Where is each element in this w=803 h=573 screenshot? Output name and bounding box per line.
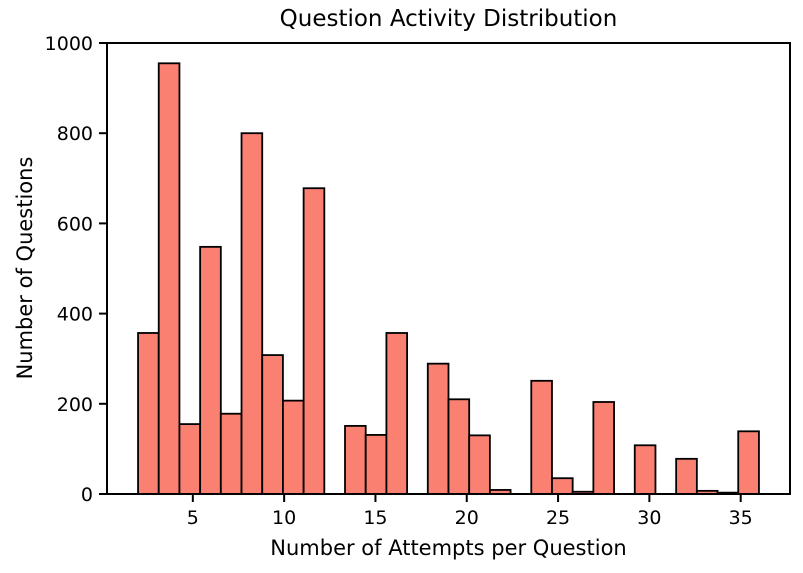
histogram-bar xyxy=(199,245,222,495)
y-tick-label: 800 xyxy=(57,123,93,145)
x-tick-label: 15 xyxy=(363,507,387,529)
histogram-bar xyxy=(282,399,305,495)
x-tick-label: 10 xyxy=(272,507,296,529)
histogram-bar xyxy=(426,362,450,495)
histogram-bar xyxy=(675,457,698,495)
histogram-bar xyxy=(447,398,471,495)
histogram-bar xyxy=(219,412,243,495)
x-tick-label: 30 xyxy=(637,507,661,529)
histogram-bar xyxy=(530,379,553,495)
y-tick-label: 1000 xyxy=(45,33,93,55)
histogram-bar xyxy=(137,332,160,495)
y-tick-label: 600 xyxy=(57,213,93,235)
plot-spines xyxy=(106,42,791,495)
histogram-bar xyxy=(178,423,202,495)
histogram-bar xyxy=(302,187,326,495)
y-tick-label: 400 xyxy=(57,304,93,326)
x-tick-label: 5 xyxy=(187,507,199,529)
x-tick-label: 25 xyxy=(546,507,570,529)
histogram-bar xyxy=(737,430,760,495)
y-tick-label: 200 xyxy=(57,394,93,416)
histogram-bar xyxy=(551,477,574,495)
axis-ticks: 5 10 15 20 25 30 35 0 200 400 600 800 1000 xyxy=(45,33,753,529)
histogram-bar xyxy=(344,424,367,495)
histogram-bars xyxy=(137,62,760,495)
histogram-bar xyxy=(261,354,284,495)
histogram-bar xyxy=(468,434,491,495)
y-tick-label: 0 xyxy=(81,484,93,506)
histogram-bar xyxy=(364,434,388,495)
x-tick-label: 35 xyxy=(729,507,753,529)
x-axis-label: Number of Attempts per Question xyxy=(270,536,627,560)
histogram-bar xyxy=(633,444,657,495)
histogram-bar xyxy=(385,332,408,495)
chart-title: Question Activity Distribution xyxy=(279,6,618,32)
histogram-bar xyxy=(157,62,181,495)
histogram-bar xyxy=(592,401,615,495)
x-tick-label: 20 xyxy=(455,507,479,529)
histogram-bar xyxy=(240,132,264,495)
